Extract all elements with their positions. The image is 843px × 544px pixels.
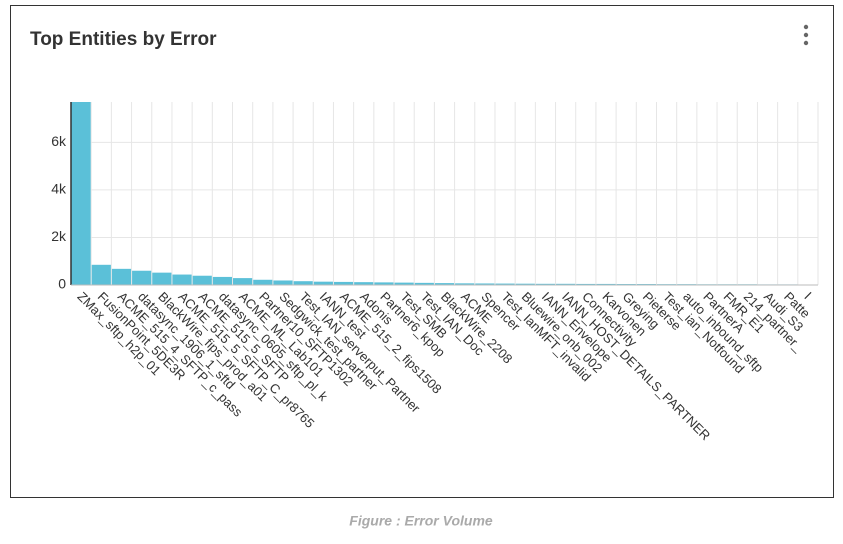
bar: [172, 275, 191, 285]
bar: [213, 277, 232, 285]
bar: [294, 281, 313, 285]
bar: [132, 271, 151, 285]
y-tick-label: 0: [58, 276, 66, 292]
bar: [253, 280, 272, 285]
bar: [92, 265, 111, 285]
bar: [273, 280, 292, 285]
card: [11, 6, 834, 498]
bar: [112, 269, 131, 285]
y-tick-label: 6k: [51, 133, 67, 149]
bar: [233, 278, 252, 285]
chart-title: Top Entities by Error: [30, 29, 217, 50]
y-tick-label: 4k: [51, 181, 67, 197]
caption: Figure : Error Volume: [349, 513, 493, 529]
menu-button[interactable]: [804, 25, 808, 45]
bar: [152, 273, 171, 285]
y-tick-label: 2k: [51, 228, 67, 244]
bar: [72, 102, 91, 285]
bar: [193, 276, 212, 285]
